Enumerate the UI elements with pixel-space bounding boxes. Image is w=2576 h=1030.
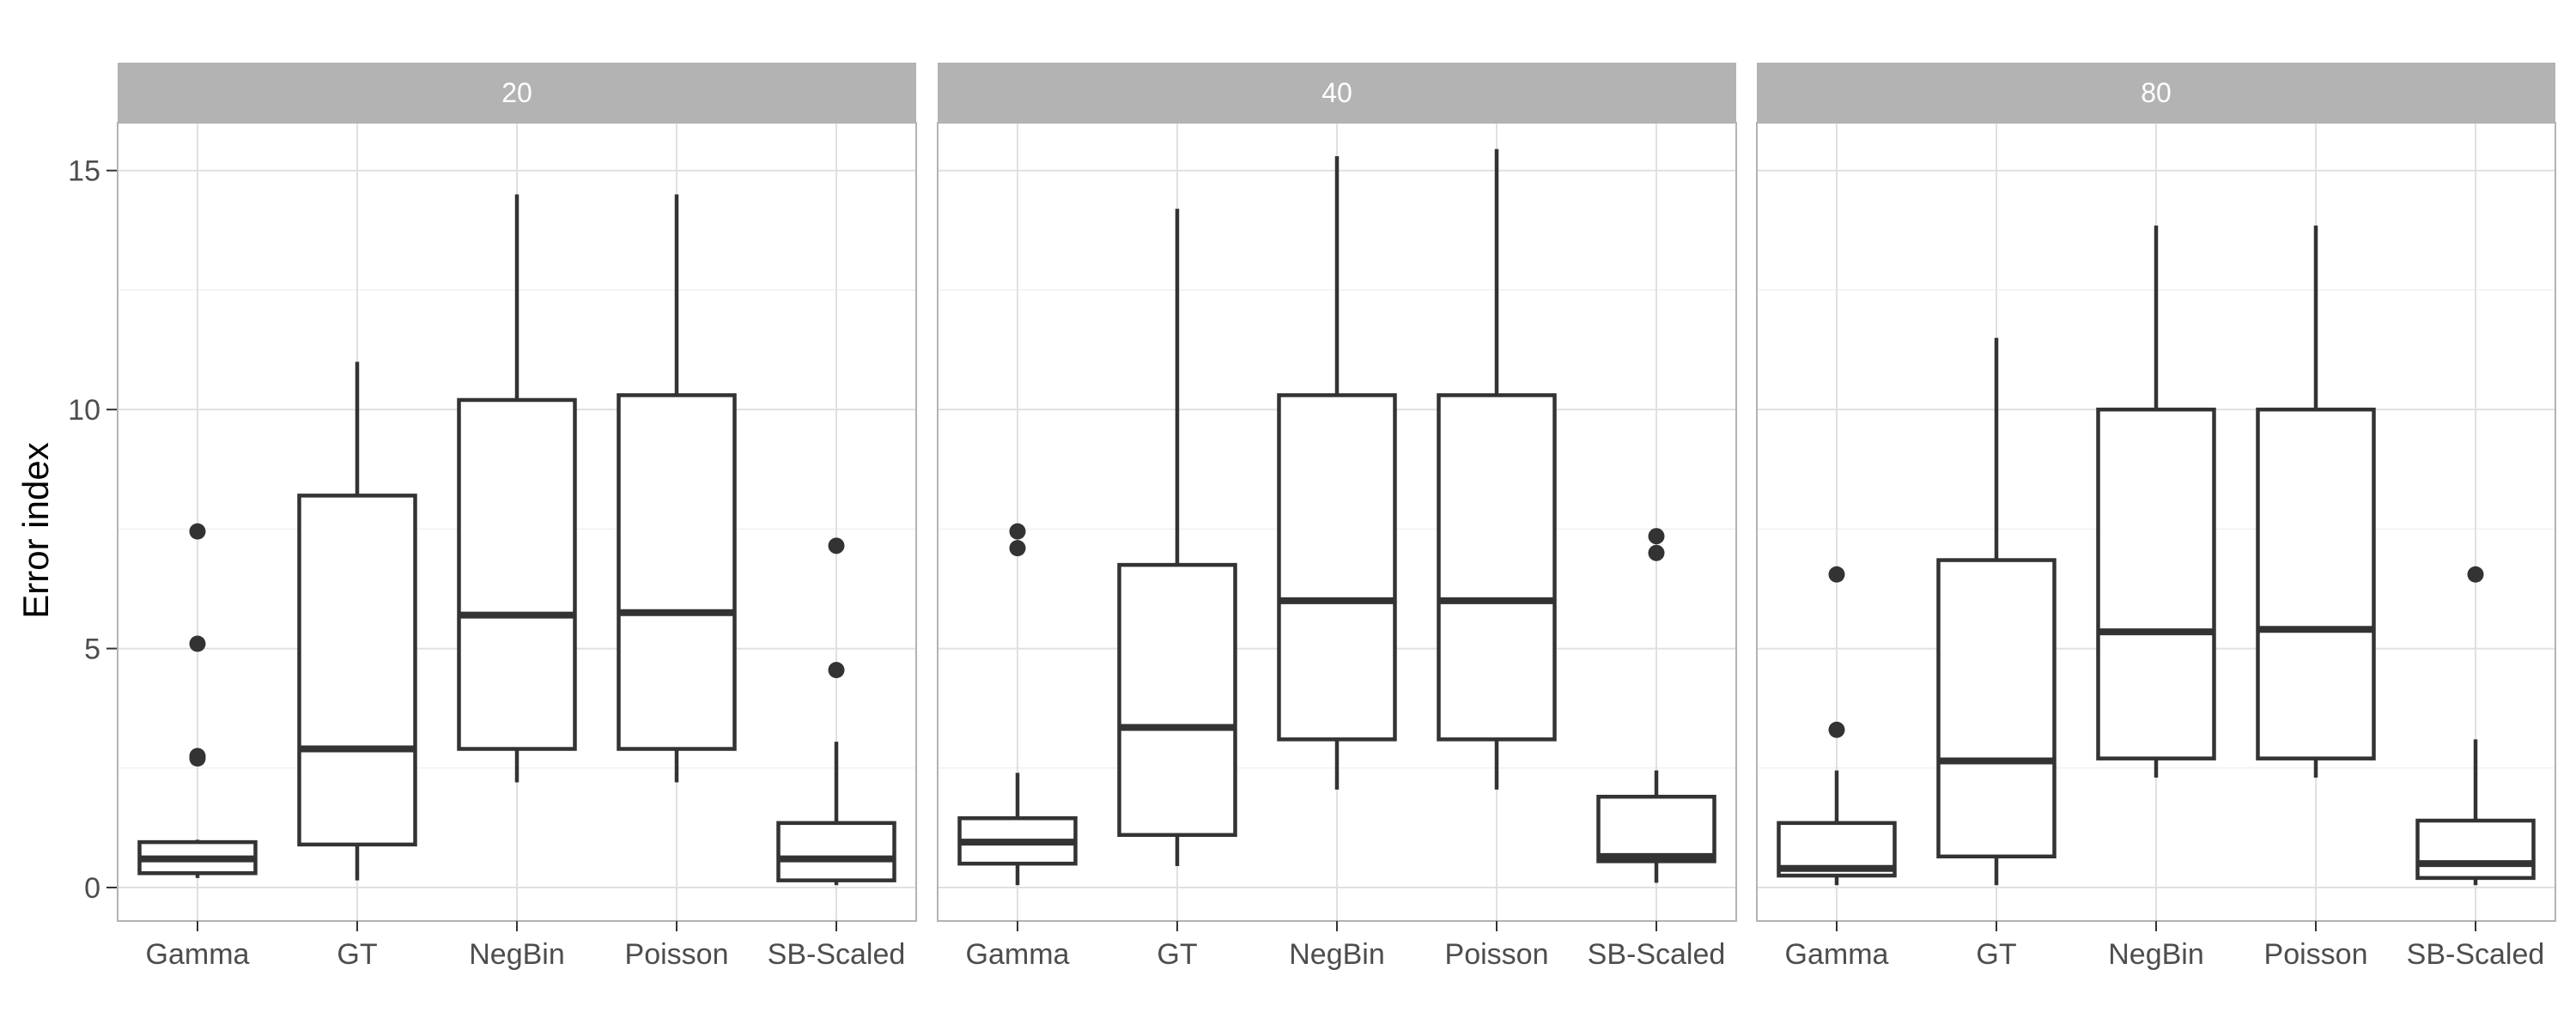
outlier-point <box>1828 566 1845 583</box>
x-tick-label: Poisson <box>2264 938 2368 971</box>
box-body <box>2415 818 2536 881</box>
box-poisson <box>2256 225 2376 778</box>
box-poisson <box>617 194 737 783</box>
facet-strip-label: 20 <box>501 77 532 108</box>
x-tick-label: Gamma <box>146 938 250 971</box>
outlier-point <box>1648 544 1665 561</box>
box-negbin <box>1277 155 1397 790</box>
box-body <box>2256 407 2376 760</box>
box-body <box>776 821 896 882</box>
box-body <box>617 393 737 751</box>
box-negbin <box>457 194 577 783</box>
outlier-point <box>1009 540 1026 557</box>
panel-20: 20 Gamma GT NegBin Poisson SB-Scaled <box>117 63 917 971</box>
box-gt <box>297 361 417 881</box>
outlier-point <box>1648 528 1665 545</box>
x-tick-label: Poisson <box>625 938 729 971</box>
outlier-point <box>189 748 206 765</box>
outlier-point <box>1828 721 1845 738</box>
x-tick-label: Poisson <box>1445 938 1549 971</box>
box-gt <box>1936 337 2057 886</box>
facet-strip <box>118 63 916 123</box>
box-body <box>457 397 577 751</box>
y-tick-label: 15 <box>68 155 100 188</box>
outlier-point <box>828 662 845 679</box>
x-tick-label: SB-Scaled <box>768 938 906 971</box>
box-poisson <box>1437 148 1557 790</box>
x-tick-label: Gamma <box>1785 938 1889 971</box>
facet-strip <box>1757 63 2555 123</box>
box-body <box>1936 558 2057 859</box>
box-sb-scaled <box>2415 566 2536 886</box>
x-tick-label: NegBin <box>1289 938 1385 971</box>
x-tick-label: NegBin <box>469 938 565 971</box>
box-gamma <box>957 523 1078 886</box>
box-sb-scaled <box>776 537 896 886</box>
box-body <box>1596 794 1716 863</box>
facet-strip-label: 80 <box>2141 77 2172 108</box>
x-tick-label: GT <box>337 938 377 971</box>
y-tick-label: 10 <box>68 394 100 427</box>
box-body <box>1277 393 1397 742</box>
x-tick-label: NegBin <box>2108 938 2204 971</box>
outlier-point <box>189 635 206 652</box>
panel-80: 80 Gamma GT NegBin Poisson SB-Scaled <box>1756 63 2556 971</box>
facet-strip <box>938 63 1736 123</box>
box-gamma <box>1777 566 1897 886</box>
box-gamma <box>137 523 258 878</box>
outlier-point <box>189 523 206 540</box>
x-tick-label: GT <box>1976 938 2016 971</box>
box-body <box>1117 562 1237 838</box>
x-tick-label: SB-Scaled <box>2407 938 2545 971</box>
outlier-point <box>1009 523 1026 540</box>
panel-40: 40 Gamma GT NegBin Poisson SB-Scaled <box>937 63 1737 971</box>
x-tick-label: Gamma <box>966 938 1070 971</box>
box-gt <box>1117 209 1237 866</box>
x-tick-label: SB-Scaled <box>1588 938 1726 971</box>
x-tick-label: GT <box>1157 938 1197 971</box>
box-negbin <box>2096 225 2216 778</box>
box-body <box>1437 393 1557 742</box>
outlier-point <box>828 537 845 554</box>
outlier-point <box>2467 566 2484 583</box>
y-axis-label: Error index <box>15 442 56 618</box>
y-tick-label: 5 <box>84 633 100 666</box>
box-body <box>297 494 417 847</box>
box-sb-scaled <box>1596 528 1716 883</box>
facet-strip-label: 40 <box>1321 77 1352 108</box>
box-body <box>2096 407 2216 760</box>
y-tick-label: 0 <box>84 872 100 905</box>
